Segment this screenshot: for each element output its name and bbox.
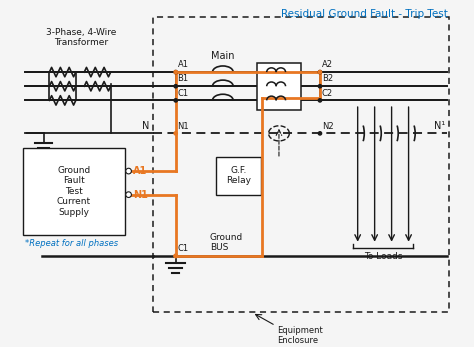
Text: Main: Main xyxy=(211,51,235,61)
Circle shape xyxy=(174,70,177,74)
Text: N1: N1 xyxy=(178,121,189,130)
Text: A2: A2 xyxy=(322,60,333,69)
Text: 3-Phase, 4-Wire
Transformer: 3-Phase, 4-Wire Transformer xyxy=(46,28,117,47)
Text: N2: N2 xyxy=(322,121,334,130)
Circle shape xyxy=(174,99,177,102)
Text: N¹: N¹ xyxy=(434,120,446,130)
Circle shape xyxy=(174,85,177,88)
Text: B1: B1 xyxy=(178,74,189,83)
Text: C1: C1 xyxy=(178,88,189,98)
Text: N1: N1 xyxy=(133,190,148,200)
Text: A1: A1 xyxy=(178,60,189,69)
Text: N: N xyxy=(142,120,149,130)
Text: C2: C2 xyxy=(322,88,333,98)
Text: C1: C1 xyxy=(178,244,189,253)
Text: Ground
Fault
Test
Current
Supply: Ground Fault Test Current Supply xyxy=(57,166,91,217)
FancyBboxPatch shape xyxy=(216,157,261,195)
Circle shape xyxy=(126,192,131,197)
Circle shape xyxy=(174,254,177,257)
FancyBboxPatch shape xyxy=(257,63,301,110)
Text: G.F.
Relay: G.F. Relay xyxy=(226,166,251,186)
Circle shape xyxy=(174,254,177,257)
Circle shape xyxy=(319,70,322,74)
Circle shape xyxy=(126,168,131,174)
Text: To Loads: To Loads xyxy=(364,252,402,261)
Circle shape xyxy=(319,99,322,102)
Text: Ground
BUS: Ground BUS xyxy=(210,233,243,252)
Text: B2: B2 xyxy=(322,74,333,83)
FancyBboxPatch shape xyxy=(23,147,125,235)
Circle shape xyxy=(319,70,322,74)
Circle shape xyxy=(319,85,322,88)
Circle shape xyxy=(319,132,322,135)
Text: Equipment
Enclosure: Equipment Enclosure xyxy=(278,326,323,345)
Circle shape xyxy=(174,70,177,74)
Text: Residual Ground Fault - Trip Test: Residual Ground Fault - Trip Test xyxy=(281,9,448,19)
Circle shape xyxy=(174,132,177,135)
Text: A1: A1 xyxy=(133,166,147,176)
Text: *Repeat for all phases: *Repeat for all phases xyxy=(25,239,118,248)
